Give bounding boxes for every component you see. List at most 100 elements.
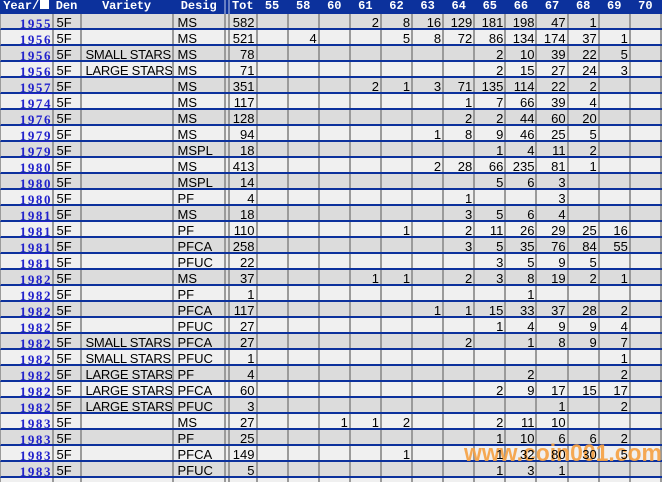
year-cell: 1980 xyxy=(1,190,54,208)
cell-text: 2 xyxy=(465,111,473,124)
cell-text: 11 xyxy=(520,415,535,428)
grade-cell-61 xyxy=(351,254,382,268)
year-link[interactable]: 1955 xyxy=(19,16,52,32)
cell-text: 5 xyxy=(620,47,628,60)
cell-text: MS xyxy=(177,47,198,60)
year-link[interactable]: 1983 xyxy=(19,416,52,432)
year-link[interactable]: 1976 xyxy=(19,112,52,128)
cell-text: 16 xyxy=(426,15,442,28)
year-link[interactable]: 1974 xyxy=(19,96,52,112)
grade-cell-68 xyxy=(569,478,600,482)
grade-cell-65: 3 xyxy=(475,270,507,284)
desig-cell: PFUC xyxy=(174,318,230,332)
year-link[interactable]: 1982 xyxy=(19,288,52,304)
grade-cell-62 xyxy=(382,174,414,188)
table-row xyxy=(0,478,662,482)
cell-text: 22 xyxy=(240,255,255,268)
grade-cell-64 xyxy=(444,142,476,156)
cell-text: 5F xyxy=(56,191,72,204)
grade-cell-66: 2 xyxy=(506,366,538,380)
grade-cell-65: 66 xyxy=(475,158,507,172)
grade-cell-67: 3 xyxy=(537,190,569,204)
grade-cell-69 xyxy=(600,478,631,482)
grade-cell-67: 1 xyxy=(537,462,569,476)
cell-text: 8 xyxy=(527,271,535,284)
year-link[interactable]: 1979 xyxy=(19,128,52,144)
header-cell-grade-69: 69 xyxy=(607,0,622,13)
den-cell: 5F xyxy=(54,174,82,188)
grade-cell-65: 5 xyxy=(475,238,507,252)
year-link[interactable]: 1982 xyxy=(19,352,52,368)
grade-cell-67: 9 xyxy=(537,254,569,268)
grade-cell-69 xyxy=(600,78,631,92)
year-link[interactable]: 1982 xyxy=(19,400,52,416)
year-cell: 1983 xyxy=(1,462,54,480)
year-link[interactable]: 1981 xyxy=(19,224,52,240)
den-cell: 5F xyxy=(54,158,82,172)
grade-cell-63 xyxy=(413,414,445,428)
grade-cell-63: 16 xyxy=(413,14,445,28)
cell-text: 5F xyxy=(56,207,72,220)
year-link[interactable]: 1956 xyxy=(19,64,52,80)
year-link[interactable]: 1956 xyxy=(19,32,52,48)
year-link[interactable]: 1983 xyxy=(19,448,52,464)
cell-text: 4 xyxy=(620,319,628,332)
grade-cell-62: 1 xyxy=(382,222,414,236)
year-link[interactable]: 1981 xyxy=(19,208,52,224)
cell-text: 1 xyxy=(247,351,255,364)
year-link[interactable]: 1982 xyxy=(19,384,52,400)
grade-cell-62 xyxy=(382,318,414,332)
year-link[interactable]: 1982 xyxy=(19,272,52,288)
grade-cell-66: 114 xyxy=(506,78,538,92)
header-cell-grade-66: 66 xyxy=(513,0,529,13)
year-link[interactable]: 1979 xyxy=(19,144,52,160)
cell-text: 1 xyxy=(371,271,379,284)
cell-text: 6 xyxy=(558,431,566,444)
grade-cell-62 xyxy=(382,158,414,172)
year-cell: 1982 xyxy=(1,318,54,336)
grade-cell-66: 15 xyxy=(506,62,538,76)
cell-text: 60 xyxy=(240,383,255,396)
grade-cell-65: 2 xyxy=(475,46,507,60)
year-link[interactable]: 1980 xyxy=(19,176,52,192)
year-link[interactable]: 1983 xyxy=(19,432,52,448)
grade-cell-70 xyxy=(631,318,662,332)
grade-cell-61 xyxy=(351,350,382,364)
year-link[interactable]: 1982 xyxy=(19,304,52,320)
table-row: 1982 5F SMALL STARS PFUC 1 1 xyxy=(0,350,662,368)
den-cell: 5F xyxy=(54,462,82,476)
grade-cell-55 xyxy=(258,158,289,172)
grade-cell-58 xyxy=(289,142,320,156)
year-link[interactable]: 1981 xyxy=(19,256,52,272)
year-link[interactable]: 1982 xyxy=(19,336,52,352)
cell-text: 4 xyxy=(558,207,566,220)
year-link[interactable]: 1981 xyxy=(19,240,52,256)
year-link[interactable]: 1957 xyxy=(19,80,52,96)
cell-text: 1 xyxy=(496,447,504,460)
grade-cell-60 xyxy=(320,446,351,460)
grade-cell-70 xyxy=(631,382,662,396)
grade-cell-64: 1 xyxy=(444,302,476,316)
cell-text: 20 xyxy=(582,111,597,124)
grade-cell-67: 22 xyxy=(537,78,569,92)
cell-text: 2 xyxy=(527,367,535,380)
grade-cell-60 xyxy=(320,270,351,284)
year-link[interactable]: 1980 xyxy=(19,192,52,208)
den-cell: 5F xyxy=(54,30,82,44)
year-link[interactable]: 1983 xyxy=(19,464,52,480)
cell-text: PFCA xyxy=(177,383,213,396)
cell-text: LARGE STARS xyxy=(85,399,173,412)
cell-text: 5F xyxy=(56,31,72,44)
year-link[interactable]: 1956 xyxy=(19,48,52,64)
year-link[interactable]: 1982 xyxy=(19,368,52,384)
grade-cell-70 xyxy=(631,350,662,364)
den-cell: 5F xyxy=(54,270,82,284)
grade-cell-61 xyxy=(351,382,382,396)
grade-cell-63 xyxy=(413,462,445,476)
grade-cell-61 xyxy=(351,398,382,412)
grade-cell-69: 1 xyxy=(600,270,631,284)
cell-text: 5 xyxy=(496,207,504,220)
total-cell: 128 xyxy=(230,110,258,124)
year-link[interactable]: 1982 xyxy=(19,320,52,336)
year-link[interactable]: 1980 xyxy=(19,160,52,176)
